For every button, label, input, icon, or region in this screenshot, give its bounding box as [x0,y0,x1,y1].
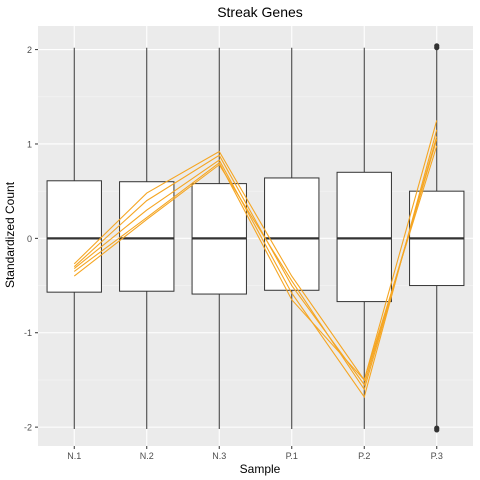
y-tick-label: 2 [27,45,32,55]
boxplots [46,43,465,433]
x-axis: N.1 N.2 N.3 P.1 P.2 P.3 [67,446,443,461]
x-tick-label: P.1 [286,451,298,461]
y-tick-label: 1 [27,139,32,149]
outlier-point [434,43,440,49]
boxplot-N.3 [191,47,247,430]
gene-line-2 [73,139,438,386]
x-tick-label: N.1 [67,451,81,461]
gene-line-4 [73,145,438,382]
chart-title: Streak Genes [217,4,303,20]
boxplot-P.1 [264,47,320,430]
boxplot-P.3 [409,43,465,433]
x-tick-label: N.2 [140,451,154,461]
y-tick-label: -1 [24,328,32,338]
x-tick-label: P.3 [431,451,443,461]
boxplot-N.1 [46,47,102,430]
x-axis-label: Sample [240,462,281,476]
y-tick-label: -2 [24,423,32,433]
box-iqr [336,171,392,303]
gene-lines [73,120,438,399]
boxplot-P.2 [336,47,392,430]
y-axis: -2 -1 0 1 2 [24,45,38,433]
y-tick-label: 0 [27,234,32,244]
box-iqr [46,180,102,293]
x-tick-label: N.3 [212,451,226,461]
gene-line-3 [73,129,438,399]
y-axis-label: Standardized Count [3,181,17,288]
outlier-point [434,427,440,433]
gene-line-1 [73,120,438,382]
box-iqr [119,181,175,292]
gene-line-5 [73,136,438,391]
plot-panel [38,26,473,446]
x-tick-label: P.2 [358,451,370,461]
box-iqr [264,177,320,291]
